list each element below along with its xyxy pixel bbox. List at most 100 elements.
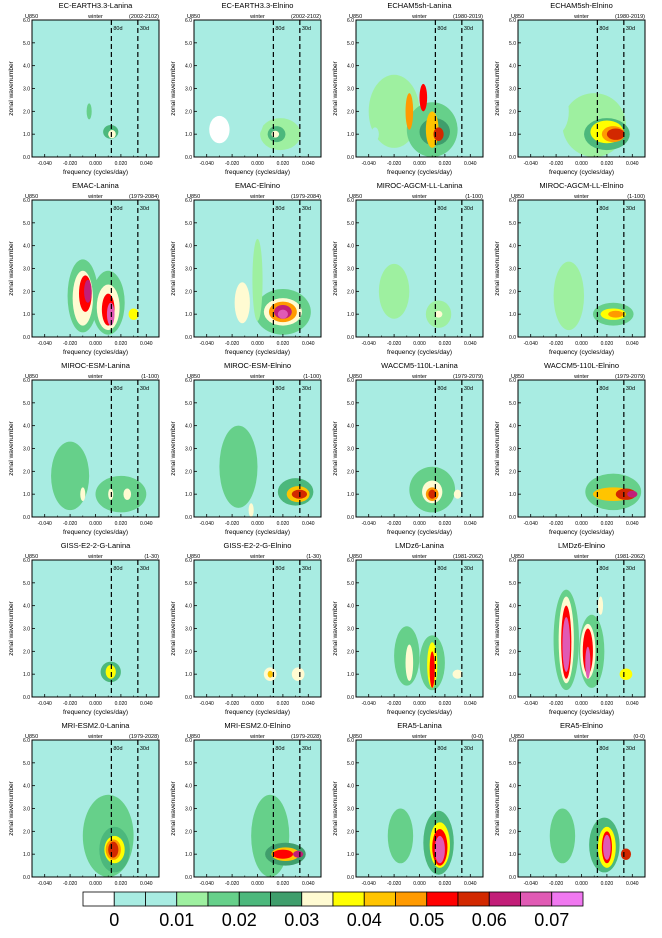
- label-80d: 80d: [275, 566, 284, 572]
- label-30d: 30d: [302, 26, 311, 32]
- y-tick-label: 1.0: [185, 492, 192, 498]
- panel-title: ERA5-Lanina: [397, 721, 442, 730]
- x-tick-label: -0.020: [387, 161, 401, 167]
- contour-blob: [419, 83, 428, 112]
- figure-grid: 80d 30d EC-EARTH3.3-Lanina U850 winter (2002-…: [8, 1, 646, 887]
- y-tick-label: 6.0: [347, 378, 354, 384]
- season-label: winter: [249, 554, 265, 560]
- y-tick-label: 0.0: [185, 155, 192, 161]
- x-tick-label: -0.020: [549, 701, 563, 707]
- panel-giss-e2-2-g-elnino: 80d 30d GISS-E2-2-G-Elnino U850 winter (1-30)…: [170, 541, 322, 716]
- label-30d: 30d: [302, 206, 311, 212]
- variable-label: U850: [511, 734, 524, 740]
- y-tick-label: 5.0: [509, 221, 516, 227]
- panel-mri-esm2.0-elnino: 80d 30d MRI-ESM2.0-Elnino U850 winter (1979-2…: [170, 721, 322, 887]
- x-tick-label: 0.020: [277, 521, 290, 527]
- label-80d: 80d: [599, 746, 608, 752]
- y-tick-label: 6.0: [509, 18, 516, 24]
- y-tick-label: 3.0: [509, 627, 516, 633]
- y-tick-label: 0.0: [347, 875, 354, 881]
- x-tick-label: 0.020: [439, 341, 452, 347]
- y-tick-label: 6.0: [185, 378, 192, 384]
- y-tick-label: 4.0: [509, 784, 516, 790]
- season-label: winter: [573, 554, 589, 560]
- season-label: winter: [249, 374, 265, 380]
- contour-blob: [387, 808, 414, 864]
- panel-lmdz6-elnino: 80d 30d LMDz6-Elnino U850 winter (1981-2062) -…: [494, 541, 646, 716]
- panel-title: MIROC-ESM-Lanina: [61, 361, 131, 370]
- season-label: winter: [411, 734, 427, 740]
- x-tick-label: 0.020: [115, 521, 128, 527]
- x-tick-label: -0.040: [200, 881, 214, 887]
- variable-label: U850: [25, 194, 38, 200]
- panel-miroc-esm-lanina: 80d 30d MIROC-ESM-Lanina U850 winter (1-100) -…: [8, 361, 160, 536]
- label-30d: 30d: [464, 746, 473, 752]
- variable-label: U850: [349, 14, 362, 20]
- x-tick-label: 0.020: [601, 341, 614, 347]
- contour-blob: [619, 668, 633, 680]
- colorbar-swatch: [457, 891, 490, 907]
- y-tick-label: 4.0: [185, 604, 192, 610]
- y-tick-label: 6.0: [23, 198, 30, 204]
- years-label: (1979-2079): [453, 374, 483, 380]
- x-tick-label: 0.020: [277, 701, 290, 707]
- contour-blob: [106, 302, 115, 326]
- y-tick-label: 4.0: [347, 244, 354, 250]
- variable-label: U850: [349, 734, 362, 740]
- label-30d: 30d: [302, 746, 311, 752]
- y-tick-label: 1.0: [509, 492, 516, 498]
- y-tick-label: 5.0: [509, 581, 516, 587]
- colorbar-swatch: [270, 891, 303, 907]
- x-tick-label: 0.040: [140, 881, 153, 887]
- label-30d: 30d: [464, 386, 473, 392]
- contour-blob: [248, 503, 254, 517]
- y-axis-label: zonal wavenumber: [332, 420, 339, 475]
- contour-blob: [620, 848, 632, 860]
- x-tick-label: 0.000: [89, 881, 102, 887]
- y-axis-label: zonal wavenumber: [170, 600, 177, 655]
- colorbar-label: 0.01: [159, 910, 194, 930]
- colorbar-label: 0.06: [472, 910, 507, 930]
- y-tick-label: 5.0: [347, 401, 354, 407]
- y-tick-label: 1.0: [185, 852, 192, 858]
- x-tick-label: 0.040: [464, 701, 477, 707]
- label-80d: 80d: [113, 206, 122, 212]
- x-axis-label: frequency (cycles/day): [63, 349, 128, 356]
- y-tick-label: 6.0: [509, 558, 516, 564]
- panel-title: MIROC-AGCM-LL-Lanina: [377, 181, 464, 190]
- y-tick-label: 0.0: [347, 515, 354, 521]
- x-tick-label: 0.020: [601, 521, 614, 527]
- panel-title: ERA5-Elnino: [560, 721, 603, 730]
- contour-blob: [291, 667, 305, 682]
- y-tick-label: 1.0: [347, 312, 354, 318]
- y-axis-label: zonal wavenumber: [494, 780, 501, 835]
- x-tick-label: 0.000: [575, 881, 588, 887]
- x-tick-label: 0.000: [251, 881, 264, 887]
- x-tick-label: -0.040: [524, 881, 538, 887]
- x-tick-label: 0.020: [439, 521, 452, 527]
- label-80d: 80d: [599, 386, 608, 392]
- season-label: winter: [87, 374, 103, 380]
- x-axis-label: frequency (cycles/day): [225, 529, 290, 536]
- x-axis-label: frequency (cycles/day): [225, 349, 290, 356]
- colorbar-swatch: [426, 891, 459, 907]
- x-tick-label: 0.040: [302, 521, 315, 527]
- season-label: winter: [87, 554, 103, 560]
- season-label: winter: [87, 194, 103, 200]
- contour-blob: [368, 74, 420, 148]
- label-80d: 80d: [599, 566, 608, 572]
- y-tick-label: 3.0: [509, 447, 516, 453]
- y-axis-label: zonal wavenumber: [494, 420, 501, 475]
- y-axis-label: zonal wavenumber: [8, 780, 15, 835]
- panel-miroc-esm-elnino: 80d 30d MIROC-ESM-Elnino U850 winter (1-100) -…: [170, 361, 322, 536]
- y-tick-label: 0.0: [23, 695, 30, 701]
- y-tick-label: 5.0: [185, 761, 192, 767]
- x-tick-label: -0.020: [387, 521, 401, 527]
- y-tick-label: 4.0: [185, 64, 192, 70]
- y-axis-label: zonal wavenumber: [494, 600, 501, 655]
- season-label: winter: [249, 14, 265, 20]
- y-tick-label: 2.0: [185, 109, 192, 115]
- x-tick-label: 0.020: [439, 701, 452, 707]
- y-tick-label: 3.0: [23, 807, 30, 813]
- x-tick-label: -0.040: [362, 341, 376, 347]
